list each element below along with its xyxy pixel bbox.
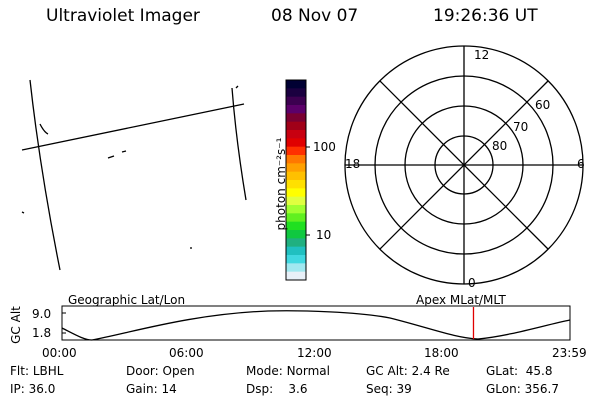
time-tick-3: 18:00 — [424, 346, 459, 360]
mlt-label-6: 6 — [577, 157, 585, 171]
track-ymin: 1.8 — [32, 326, 52, 340]
colorbar-segment — [286, 130, 306, 139]
colorbar-segment — [286, 230, 306, 239]
mlt-label-12: 12 — [474, 48, 490, 62]
geographic-label: Geographic Lat/Lon — [68, 293, 186, 307]
time-tick-1: 06:00 — [169, 346, 204, 360]
dsp-value: 3.6 — [288, 382, 308, 396]
colorbar-segment — [286, 146, 306, 156]
instrument-title: Ultraviolet Imager — [46, 6, 200, 26]
mode-value: Normal — [286, 364, 330, 378]
colorbar-segment — [286, 221, 306, 231]
filter-status: Flt: LBHL — [10, 364, 63, 378]
map-longitude-line-right — [231, 87, 247, 201]
dsp-status: Dsp: 3.6 — [246, 382, 308, 396]
seq-label: Seq: — [366, 382, 393, 396]
door-label: Door: — [126, 364, 159, 378]
dsp-label: Dsp: — [246, 382, 274, 396]
glon-label: GLon: — [486, 382, 521, 396]
colorbar-segment — [286, 196, 306, 206]
lat-label-70: 70 — [513, 120, 529, 134]
map-coast-fragment — [121, 150, 127, 153]
filter-value: LBHL — [32, 364, 64, 378]
colorbar-segment — [286, 155, 306, 164]
colorbar-segment — [286, 96, 306, 106]
altitude-curve — [61, 310, 571, 341]
filter-label: Flt: — [10, 364, 29, 378]
mode-label: Mode: — [246, 364, 283, 378]
lat-label-60: 60 — [535, 98, 551, 112]
ip-label: IP: — [10, 382, 25, 396]
gain-label: Gain: — [126, 382, 158, 396]
map-coast-fragment — [107, 155, 115, 159]
door-value: Open — [162, 364, 195, 378]
lat-label-80: 80 — [492, 139, 508, 153]
colorbar-segment — [286, 171, 306, 181]
ip-value: 36.0 — [28, 382, 56, 396]
glat-value: 45.8 — [525, 364, 553, 378]
colorbar-tick-100: 100 — [313, 140, 336, 154]
colorbar-segment — [286, 205, 306, 214]
colorbar-segment — [286, 271, 306, 281]
map-longitude-line-left — [29, 79, 61, 271]
gcalt-value: 2.4 Re — [411, 364, 450, 378]
colorbar-segment — [286, 88, 306, 98]
glon-status: GLon: 356.7 — [486, 382, 559, 396]
mlt-label-18: 18 — [345, 157, 361, 171]
mlt-label-0: 0 — [468, 276, 476, 290]
gcalt-label: GC Alt: — [366, 364, 408, 378]
colorbar-segment — [286, 138, 306, 148]
colorbar-segment — [286, 80, 306, 89]
colorbar-segment — [286, 246, 306, 256]
track-ymax: 9.0 — [32, 307, 52, 321]
date-label: 08 Nov 07 — [271, 6, 359, 26]
gain-status: Gain: 14 — [126, 382, 177, 396]
colorbar-segment — [286, 121, 306, 131]
colorbar-segment — [286, 255, 306, 264]
colorbar-segment — [286, 188, 306, 198]
time-tick-4: 23:59 — [552, 346, 587, 360]
ip-status: IP: 36.0 — [10, 382, 55, 396]
apex-label: Apex MLat/MLT — [416, 293, 506, 307]
map-latitude-line — [21, 103, 245, 151]
map-coast-fragment — [39, 123, 49, 135]
colorbar-segment — [286, 105, 306, 114]
colorbar-segment — [286, 263, 306, 273]
gain-value: 14 — [161, 382, 177, 396]
colorbar-segment — [286, 163, 306, 173]
colorbar-segment — [286, 113, 306, 123]
gcalt-status: GC Alt: 2.4 Re — [366, 364, 450, 378]
time-tick-2: 12:00 — [297, 346, 332, 360]
colorbar-segment — [286, 238, 306, 248]
time-tick-0: 00:00 — [42, 346, 77, 360]
glon-value: 356.7 — [524, 382, 559, 396]
map-coast-fragment — [21, 211, 25, 214]
colorbar-tick-10: 10 — [316, 228, 332, 242]
colorbar-segment — [286, 180, 306, 189]
time-label: 19:26:36 UT — [433, 6, 538, 26]
mode-status: Mode: Normal — [246, 364, 330, 378]
map-coast-fragment — [235, 85, 239, 89]
glat-label: GLat: — [486, 364, 519, 378]
glat-status: GLat: 45.8 — [486, 364, 552, 378]
seq-value: 39 — [396, 382, 412, 396]
colorbar-segment — [286, 213, 306, 223]
door-status: Door: Open — [126, 364, 195, 378]
seq-status: Seq: 39 — [366, 382, 412, 396]
